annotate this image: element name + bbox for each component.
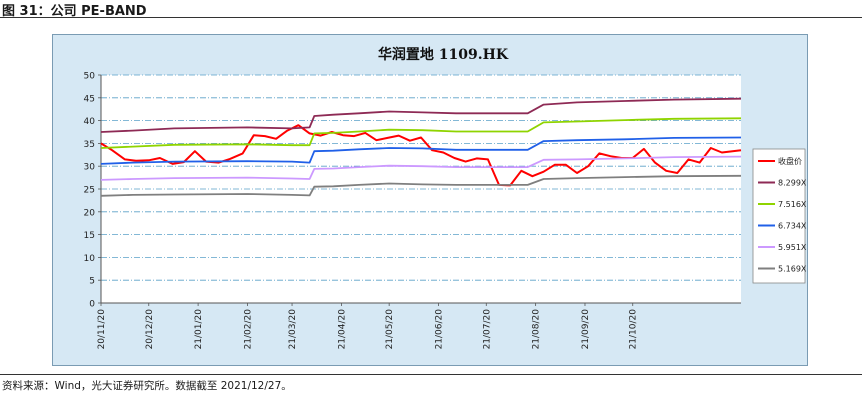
y-tick-label: 0 — [89, 300, 95, 310]
legend: 收盘价 8.299X 7.516X 6.734X 5.951X 5.169X — [752, 148, 807, 284]
caption-divider — [0, 17, 862, 18]
legend-label: 7.516X — [778, 200, 807, 209]
legend-label: 收盘价 — [778, 156, 802, 166]
chart-panel: 华润置地 1109.HK 0 5 10 15 20 25 30 35 40 45 50 20/11/2… — [52, 34, 808, 366]
legend-label: 5.169X — [778, 265, 807, 274]
x-tick-label: 21/05/20 — [385, 309, 395, 350]
y-tick-label: 35 — [84, 140, 95, 150]
y-tick-label: 25 — [84, 186, 95, 196]
y-tick-label: 20 — [84, 208, 96, 218]
x-tick-label: 20/12/20 — [145, 309, 155, 350]
x-tick-label: 21/03/20 — [288, 309, 298, 350]
figure-caption: 图 31：公司 PE-BAND — [2, 4, 147, 19]
x-tick-label: 21/07/20 — [482, 309, 492, 350]
legend-label: 6.734X — [778, 222, 807, 231]
source-note: 资料来源：Wind，光大证券研究所。数据截至 2021/12/27。 — [2, 380, 292, 392]
source-divider — [0, 374, 862, 375]
series-lines — [100, 97, 742, 197]
series-line-pe-band-1 — [100, 97, 742, 133]
x-tick-label: 21/09/20 — [581, 309, 591, 350]
legend-label: 5.951X — [778, 243, 807, 252]
series-line-pe-band-5 — [100, 174, 742, 197]
x-tick-label: 21/10/20 — [629, 309, 639, 350]
x-tick-label: 21/01/20 — [194, 309, 204, 350]
x-tick-label: 21/06/20 — [435, 309, 445, 350]
x-tick-label: 21/04/20 — [337, 309, 347, 350]
y-tick-label: 15 — [84, 231, 95, 241]
legend-label: 8.299X — [778, 179, 807, 188]
x-tick-label: 21/08/20 — [532, 309, 542, 350]
x-tick-label: 21/02/20 — [243, 309, 253, 350]
y-tick-label: 50 — [84, 72, 96, 82]
y-tick-label: 10 — [84, 254, 96, 264]
x-tick-label: 20/11/20 — [97, 309, 107, 350]
series-line-pe-band-4 — [100, 155, 742, 181]
chart-title: 华润置地 1109.HK — [378, 46, 509, 63]
series-line-pe-band-3 — [100, 136, 742, 165]
pe-band-chart: 华润置地 1109.HK 0 5 10 15 20 25 30 35 40 45 50 20/11/2… — [84, 46, 807, 350]
y-tick-label: 30 — [84, 163, 96, 173]
y-tick-label: 5 — [89, 277, 95, 287]
gridlines — [101, 74, 741, 303]
y-tick-label: 40 — [84, 117, 96, 127]
axes: 0 5 10 15 20 25 30 35 40 45 50 20/11/20 20/12/20 21/0… — [84, 72, 741, 350]
series-line-pe-band-2 — [100, 117, 742, 149]
legend-box — [752, 148, 806, 284]
y-tick-label: 45 — [84, 94, 95, 104]
